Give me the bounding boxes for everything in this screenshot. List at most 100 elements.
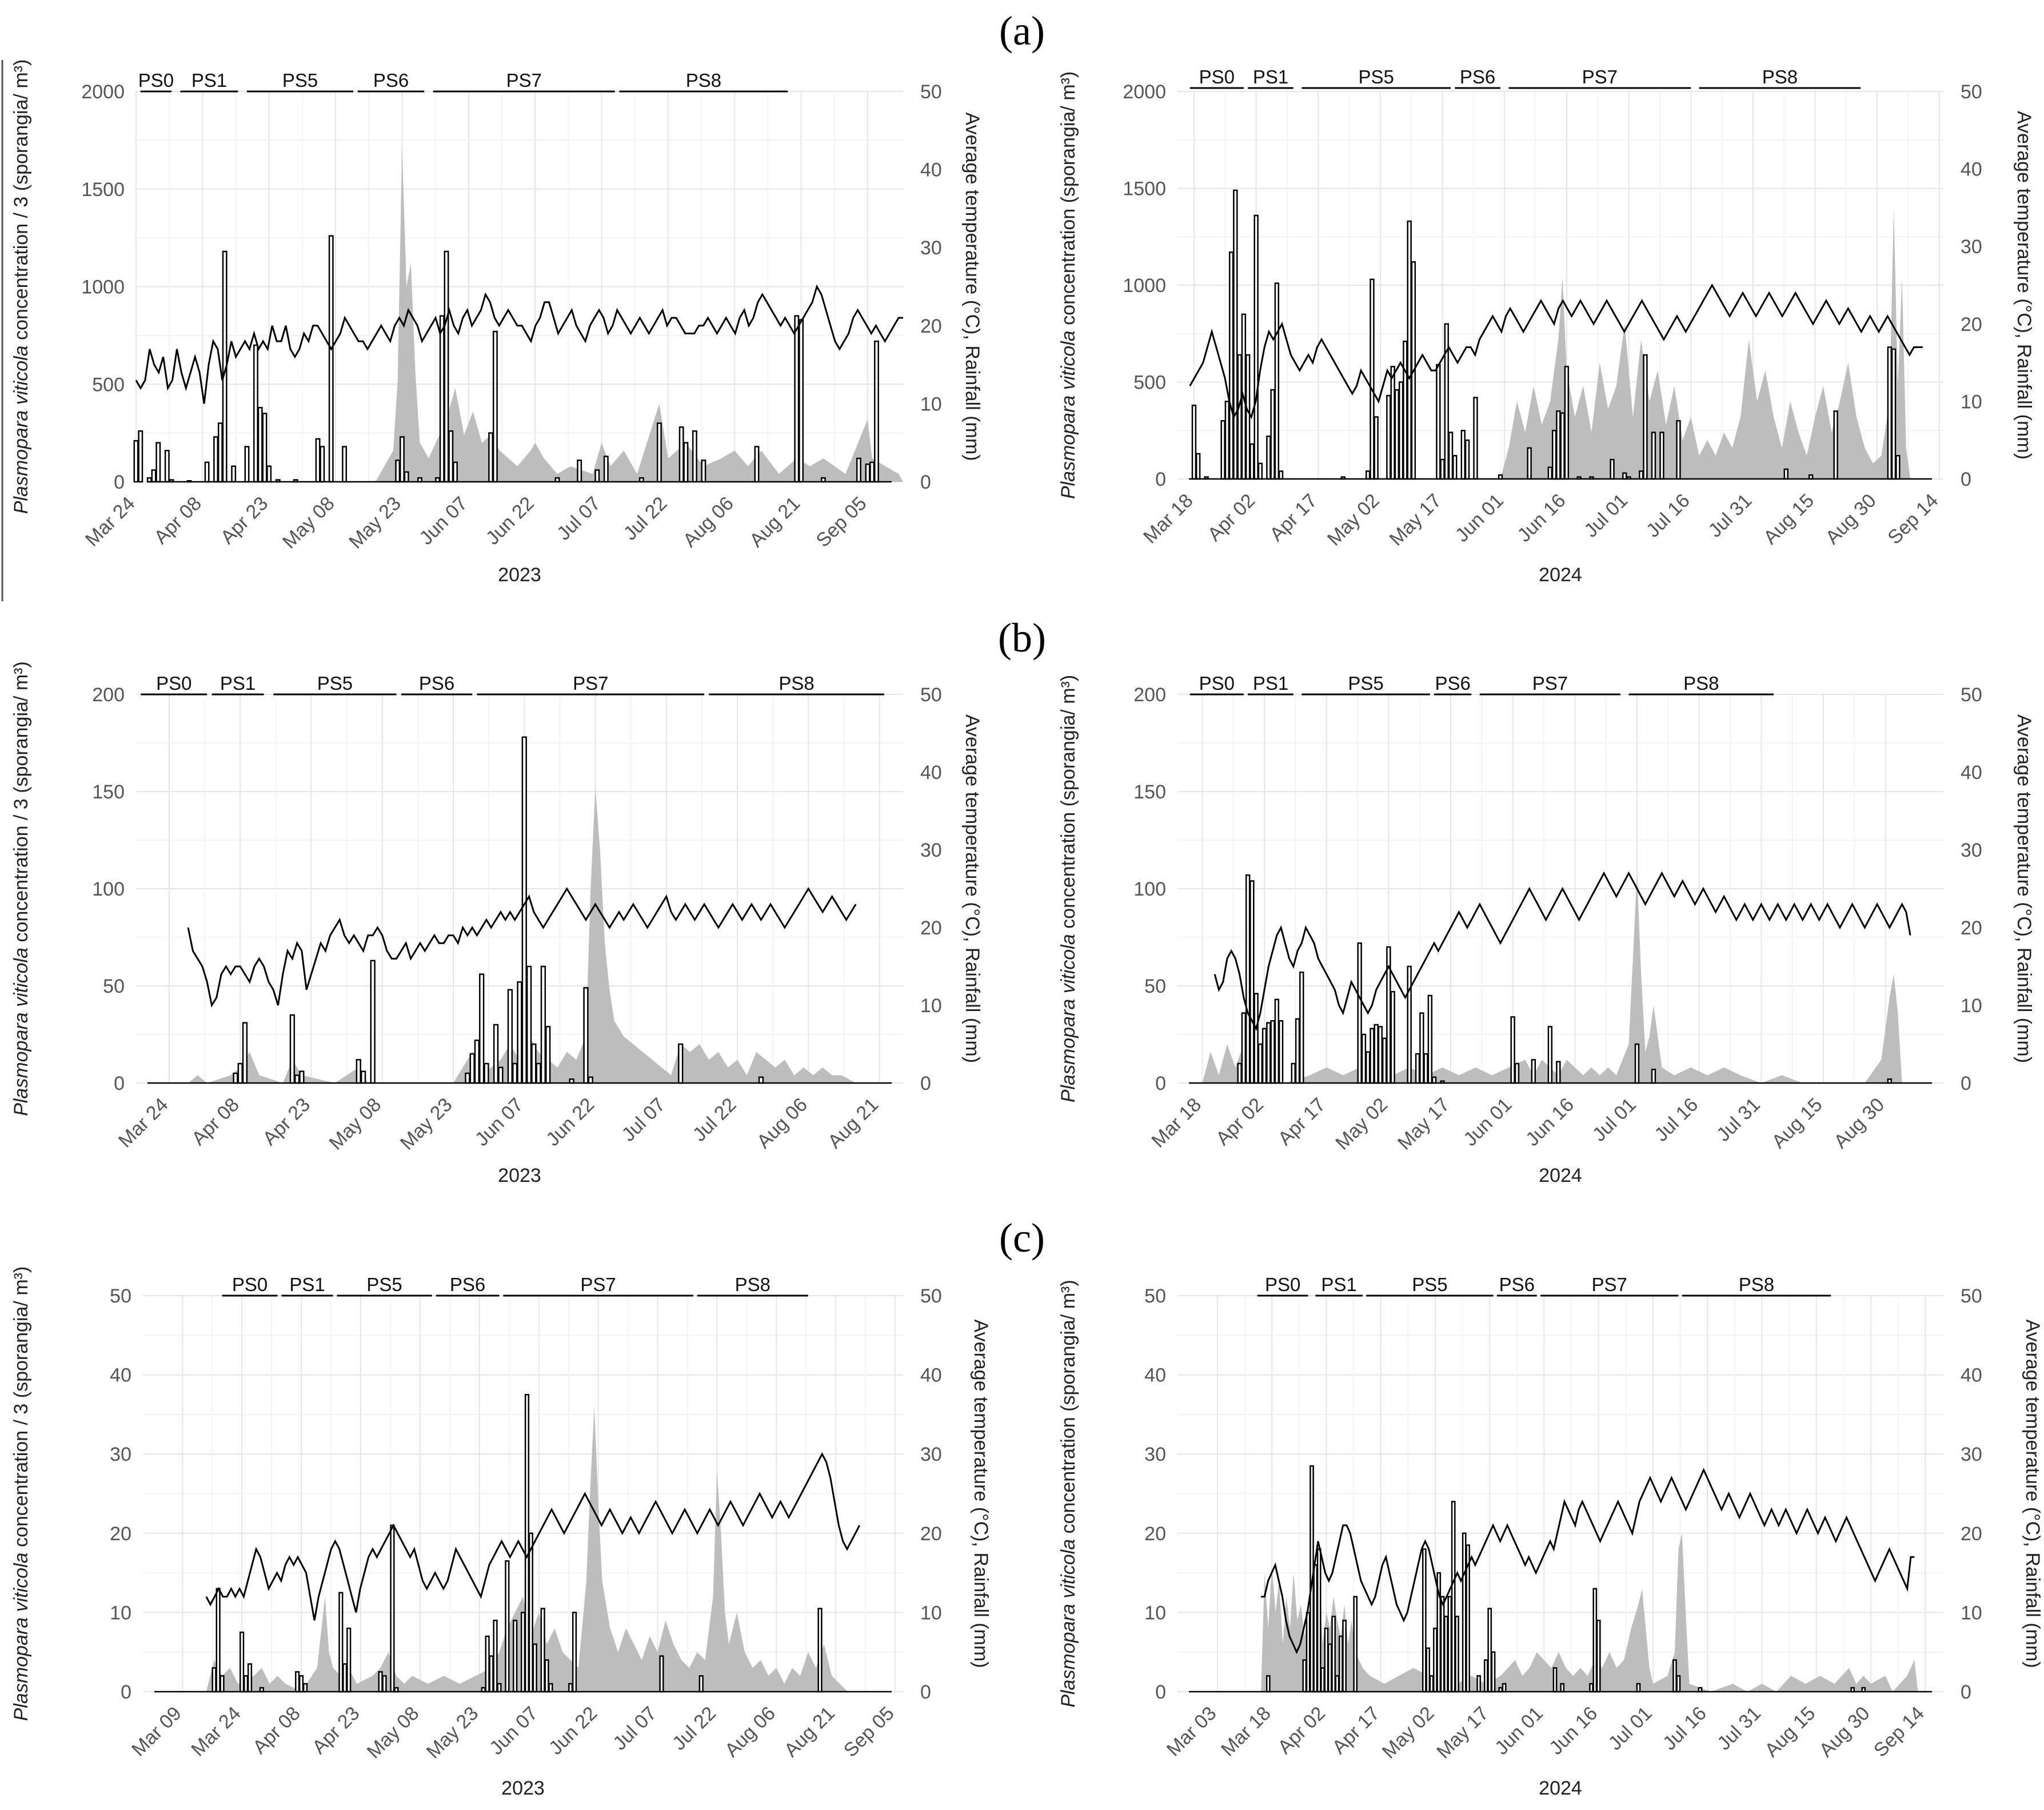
- concentration-bar: [1374, 416, 1379, 480]
- y-axis-label: Plasmopara viticola concentration (spora…: [1057, 1280, 1079, 1707]
- concentration-bar: [1245, 874, 1251, 1084]
- concentration-bar: [493, 1024, 499, 1084]
- y2-axis-label: Average temperature (°C), Rainfall (mm): [961, 112, 983, 461]
- concentration-bar: [1560, 1683, 1565, 1693]
- concentration-bar: [1433, 1627, 1438, 1693]
- concentration-bar: [1270, 389, 1275, 480]
- y2-axis-label: Average temperature (°C), Rainfall (mm): [970, 1319, 992, 1668]
- concentration-bar: [253, 344, 258, 483]
- concentration-bar: [204, 461, 210, 483]
- y2-tick-label: 0: [920, 1681, 931, 1703]
- phenology-label: PS8: [1739, 1274, 1774, 1295]
- phenology-label: PS5: [282, 70, 318, 91]
- rainfall-area: [1189, 207, 1911, 479]
- concentration-bar: [257, 406, 263, 483]
- concentration-bar: [1547, 466, 1553, 480]
- concentration-bar: [1444, 323, 1449, 480]
- y2-tick-label: 50: [920, 684, 942, 706]
- panel-label-b: (b): [998, 615, 1046, 661]
- y2-axis-label: Average temperature (°C), Rainfall (mm): [2013, 714, 2035, 1063]
- concentration-bar: [1302, 1659, 1307, 1693]
- concentration-bar: [1462, 1532, 1467, 1693]
- concentration-bar: [1427, 994, 1433, 1084]
- concentration-bar: [233, 1072, 238, 1084]
- concentration-bar: [1261, 1028, 1267, 1084]
- concentration-bar: [1447, 1596, 1452, 1693]
- y-tick-label: 50: [103, 976, 125, 997]
- concentration-bar: [1220, 420, 1225, 480]
- concentration-bar: [356, 1058, 361, 1084]
- concentration-bar: [1241, 1012, 1247, 1084]
- panel-label-c: (c): [999, 1215, 1045, 1261]
- y-axis-label-species: Plasmopara viticola: [1057, 1539, 1079, 1708]
- concentration-bar: [1390, 990, 1395, 1084]
- concentration-bar: [545, 1026, 551, 1084]
- concentration-bar: [1342, 1620, 1347, 1693]
- concentration-bar: [1464, 439, 1470, 480]
- concentration-bar: [404, 471, 409, 483]
- concentration-bar: [382, 1675, 387, 1693]
- concentration-bar: [1370, 1028, 1375, 1084]
- concentration-bar: [1266, 435, 1271, 480]
- concentration-bar: [346, 1627, 352, 1693]
- concentration-bars: [133, 235, 879, 483]
- concentration-bar: [1551, 430, 1557, 480]
- concentration-bar: [507, 989, 513, 1084]
- concentration-bar: [1476, 1675, 1481, 1693]
- y-tick-label: 1500: [81, 179, 125, 201]
- phenology-label: PS0: [1199, 673, 1235, 694]
- concentration-bar: [1324, 1627, 1329, 1693]
- concentration-bar: [1390, 366, 1395, 480]
- concentration-bar: [1651, 431, 1656, 480]
- concentration-bar: [1556, 410, 1561, 480]
- concentration-bar: [1487, 1608, 1492, 1693]
- concentration-bar: [532, 1643, 537, 1693]
- concentration-bar: [211, 1667, 217, 1693]
- y2-tick-label: 10: [920, 393, 942, 415]
- concentration-bar: [799, 319, 804, 483]
- phenology-stages: PS0 PS1 PS5 PS6 PS7 PS8: [138, 70, 788, 93]
- y-axis-label-species: Plasmopara viticola: [10, 948, 32, 1116]
- phenology-label: PS8: [779, 673, 814, 694]
- concentration-bar: [754, 446, 760, 483]
- concentration-bar: [133, 440, 139, 483]
- phenology-label: PS5: [1412, 1274, 1447, 1295]
- concentration-bar: [298, 1675, 304, 1693]
- y-tick-label: 10: [110, 1602, 131, 1624]
- concentration-bar: [1313, 1564, 1318, 1693]
- concentration-bar: [521, 736, 527, 1084]
- y2-axis-label: Average temperature (°C), Rainfall (mm): [2013, 111, 2035, 460]
- concentration-bar: [243, 1675, 249, 1693]
- concentration-bar: [1491, 1651, 1496, 1693]
- concentration-bar: [1415, 1053, 1420, 1084]
- y2-axis-label: Average temperature (°C), Rainfall (mm): [2022, 1319, 2043, 1668]
- concentration-bar: [400, 436, 405, 483]
- concentration-bar: [342, 1663, 348, 1693]
- y-tick-label: 0: [1155, 1681, 1166, 1703]
- concentration-bar: [439, 315, 445, 483]
- y-tick-label: 2000: [1123, 81, 1166, 103]
- phenology-label: PS6: [1499, 1274, 1535, 1295]
- concentration-bar: [320, 446, 325, 483]
- concentration-bars: [1237, 874, 1893, 1084]
- concentration-bar: [1378, 1026, 1383, 1084]
- x-axis-label: 2023: [498, 564, 541, 586]
- concentration-bar: [594, 469, 600, 483]
- concentration-bar: [231, 465, 237, 483]
- concentration-bar: [1335, 1675, 1340, 1693]
- y-tick-label: 0: [1155, 1073, 1166, 1094]
- concentration-bar: [869, 461, 875, 483]
- concentration-bar: [453, 461, 458, 483]
- concentration-bar: [1237, 1062, 1242, 1084]
- y-axis-label: Plasmopara viticola concentration / 3 (s…: [10, 661, 32, 1116]
- concentration-bar: [1274, 998, 1280, 1084]
- concentration-bar: [520, 1612, 526, 1693]
- concentration-bar: [1266, 1022, 1271, 1084]
- y-axis-label-units: concentration (sporangia/ m³): [1057, 675, 1079, 934]
- y-axis-label-units: concentration / 3 (sporangia/ m³): [10, 59, 32, 346]
- concentration-bar: [479, 973, 485, 1084]
- concentration-bar: [865, 464, 871, 483]
- concentration-bar: [289, 1014, 296, 1084]
- y2-tick-label: 20: [1961, 1523, 1982, 1545]
- concentration-bar: [698, 1675, 704, 1693]
